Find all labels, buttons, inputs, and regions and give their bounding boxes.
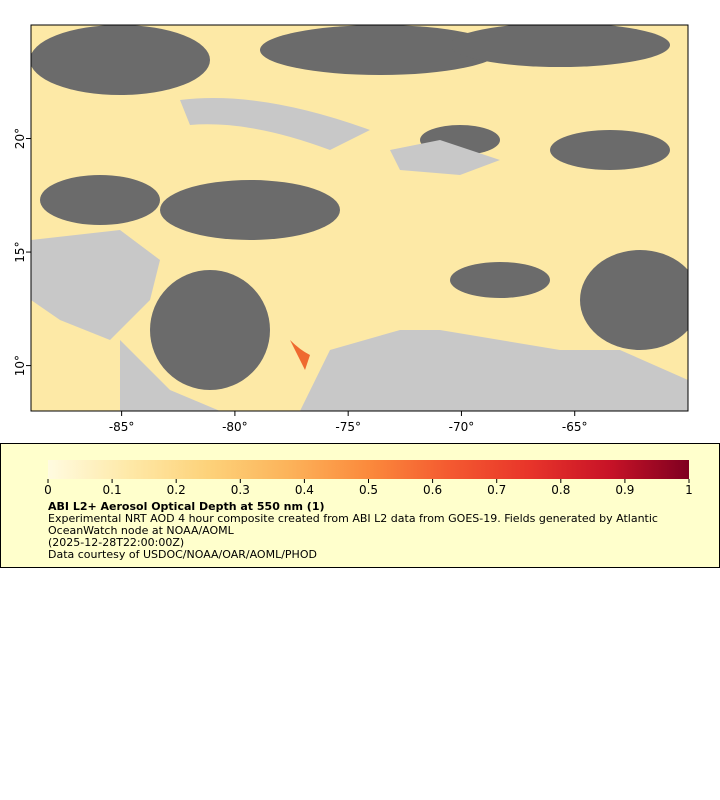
x-tick-label: -80° bbox=[222, 420, 248, 434]
colorbar-tick-label: 0.9 bbox=[615, 483, 634, 497]
colorbar-ramp bbox=[48, 460, 689, 479]
x-tick-label: -70° bbox=[449, 420, 475, 434]
map-figure: -85° -80° -75° -70° -65° 10° 15° 20° bbox=[13, 24, 689, 434]
colorbar-tick-label: 0.7 bbox=[487, 483, 506, 497]
legend-title: ABI L2+ Aerosol Optical Depth at 550 nm … bbox=[48, 500, 325, 513]
y-tick-label: 10° bbox=[13, 355, 27, 376]
map-image bbox=[31, 25, 688, 411]
legend: 0 0.1 0.2 0.3 0.4 0.5 0.6 0.7 0.8 0.9 1 ABI L2+ Ae… bbox=[0, 443, 720, 568]
y-tick-label: 15° bbox=[13, 241, 27, 262]
colorbar-tick-label: 0.6 bbox=[423, 483, 442, 497]
colorbar-tick-label: 0 bbox=[44, 483, 52, 497]
map-frame bbox=[30, 24, 689, 412]
colorbar: 0 0.1 0.2 0.3 0.4 0.5 0.6 0.7 0.8 0.9 1 bbox=[44, 460, 693, 497]
colorbar-tick-label: 0.2 bbox=[167, 483, 186, 497]
colorbar-tick-label: 0.1 bbox=[103, 483, 122, 497]
x-tick-label: -75° bbox=[335, 420, 361, 434]
x-tick-label: -65° bbox=[562, 420, 588, 434]
colorbar-tick-label: 0.5 bbox=[359, 483, 378, 497]
legend-credit: Data courtesy of USDOC/NOAA/OAR/AOML/PHO… bbox=[48, 548, 317, 561]
legend-text: ABI L2+ Aerosol Optical Depth at 550 nm … bbox=[48, 501, 688, 561]
colorbar-tick-label: 0.4 bbox=[295, 483, 314, 497]
colorbar-tick-label: 0.8 bbox=[551, 483, 570, 497]
colorbar-tick-label: 1 bbox=[685, 483, 693, 497]
legend-time: (2025-12-28T22:00:00Z) bbox=[48, 536, 185, 549]
x-tick-label: -85° bbox=[109, 420, 135, 434]
colorbar-tick-label: 0.3 bbox=[231, 483, 250, 497]
legend-description: Experimental NRT AOD 4 hour composite cr… bbox=[48, 512, 658, 537]
y-tick-label: 20° bbox=[13, 128, 27, 149]
